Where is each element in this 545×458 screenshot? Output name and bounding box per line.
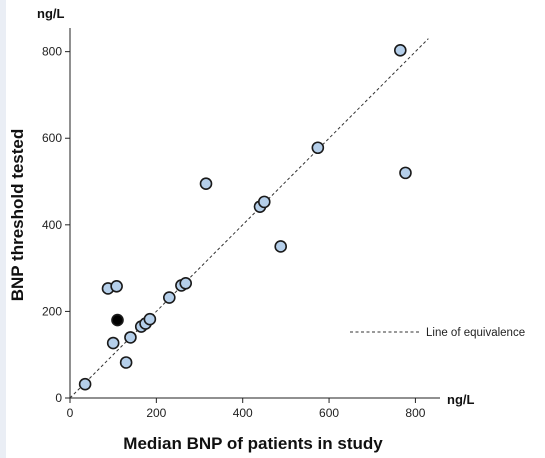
data-point (399, 166, 412, 180)
y-axis-unit: ng/L (37, 6, 64, 21)
x-axis-unit: ng/L (447, 392, 474, 407)
data-point (311, 141, 325, 155)
y-tick-label: 600 (42, 131, 62, 145)
data-point (393, 44, 407, 57)
data-point (179, 276, 193, 290)
x-tick-label: 400 (233, 406, 253, 420)
x-tick-label: 200 (146, 406, 166, 420)
data-point (143, 312, 157, 326)
data-point (119, 356, 133, 369)
line-of-equivalence (69, 38, 429, 399)
data-point (163, 291, 176, 304)
data-points (78, 44, 412, 391)
data-point (78, 377, 92, 391)
data-point (124, 331, 137, 344)
data-point (257, 195, 271, 209)
y-tick-label: 200 (42, 304, 62, 318)
x-tick-label: 0 (67, 406, 74, 420)
y-tick-label: 800 (42, 45, 62, 59)
data-point (199, 177, 213, 190)
legend-label: Line of equivalence (426, 327, 525, 339)
data-point (110, 280, 123, 293)
left-edge-band (0, 0, 6, 458)
y-tick-label: 0 (55, 391, 62, 405)
legend: Line of equivalence (350, 327, 525, 339)
data-point (106, 336, 120, 350)
axes (69, 28, 440, 399)
ticks: 0 200 400 600 800 0 200 400 600 800 (42, 45, 426, 420)
x-axis-title: Median BNP of patients in study (123, 434, 383, 453)
x-tick-label: 800 (405, 406, 425, 420)
y-tick-label: 400 (42, 218, 62, 232)
data-point-highlighted (111, 313, 124, 327)
x-tick-label: 600 (319, 406, 339, 420)
data-point (274, 240, 288, 253)
y-axis-title: BNP threshold tested (8, 129, 27, 302)
